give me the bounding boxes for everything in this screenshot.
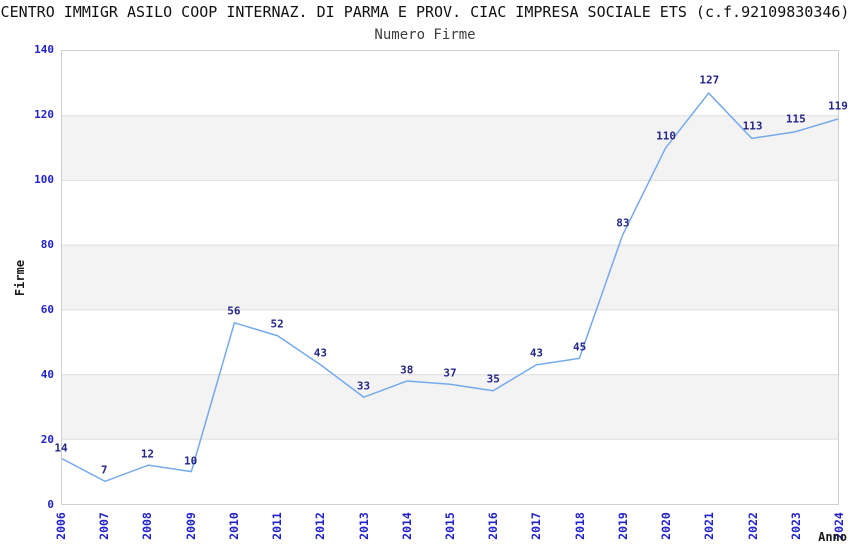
data-label: 14 [54,441,68,454]
data-label: 52 [270,317,284,331]
x-tick-label: 2023 [788,512,803,540]
y-tick-label: 20 [40,433,54,446]
line-series-svg [62,92,838,483]
data-label: 113 [742,119,763,133]
data-label: 38 [400,363,414,376]
x-tick-label: 2012 [313,512,328,540]
x-tick-label: 2007 [97,512,112,540]
x-tick-label: 2020 [659,512,674,540]
x-tick-label: 2014 [399,512,414,540]
data-label: 33 [356,379,371,393]
data-label: 45 [573,340,587,354]
background-band [62,374,838,440]
x-tick-label: 2015 [443,512,457,540]
background-band [62,115,838,181]
y-tick-label: 60 [40,303,54,316]
chart-subtitle: Numero Firme [374,27,476,43]
x-tick-label: 2017 [529,512,544,540]
y-tick-label: 80 [40,238,54,251]
background-band [62,245,838,310]
x-tick-label: 2022 [745,512,760,540]
data-label: 115 [785,112,806,126]
x-tick-label: 2008 [140,512,155,540]
x-tick-label: 2019 [615,512,630,540]
chart-title: CENTRO IMMIGR ASILO COOP INTERNAZ. DI PA… [0,3,850,21]
y-tick-label: 120 [34,108,54,121]
y-tick-label: 0 [47,498,54,511]
series-line [62,92,838,483]
y-axis-title: Firme [13,259,27,297]
data-label: 43 [313,346,327,360]
data-label: 10 [184,454,198,467]
data-label: 43 [529,346,544,360]
data-label: 110 [656,129,677,142]
data-label: 7 [100,463,108,477]
x-axis-title: Anno [818,530,847,544]
data-label: 35 [486,372,500,386]
x-tick-label: 2010 [226,512,241,540]
data-label: 119 [828,99,848,113]
y-tick-label: 100 [34,173,54,186]
x-tick-label: 2006 [54,512,68,540]
data-label: 127 [699,73,720,87]
data-label: 83 [616,216,630,230]
x-tick-label: 2021 [702,512,717,540]
data-label: 37 [443,366,457,380]
plot-area [61,50,839,505]
x-tick-label: 2016 [486,512,501,540]
x-tick-label: 2018 [572,512,587,540]
y-tick-label: 140 [34,43,54,56]
data-label: 56 [227,304,241,318]
x-tick-label: 2009 [183,512,198,540]
data-label: 12 [140,447,155,461]
y-tick-label: 40 [40,368,54,381]
x-tick-label: 2013 [356,512,371,540]
x-tick-label: 2011 [270,512,285,540]
